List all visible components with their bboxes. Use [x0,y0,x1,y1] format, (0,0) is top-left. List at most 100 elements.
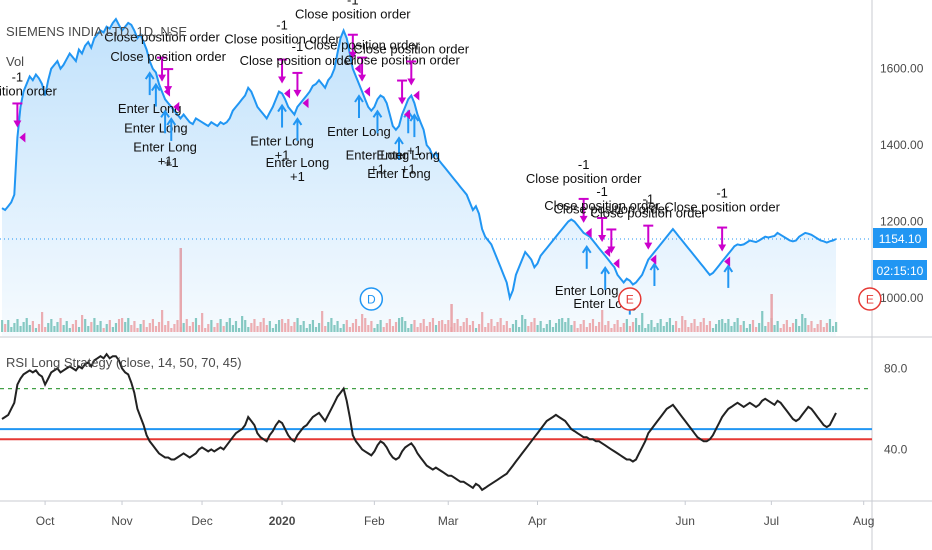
exit-arrow-down-arrow-icon [717,226,728,252]
exit-label: Close position order [544,198,660,213]
arrow-head [407,78,416,86]
arrow-head [581,245,592,254]
event-circle [618,287,642,311]
exit-label: Close position order [554,201,670,216]
triangle-marker-icon [404,109,411,120]
exit-label: Close position order [224,32,340,47]
rsi-legend[interactable]: RSI Long Strategy (close, 14, 50, 70, 45… [6,355,242,370]
time-tick-label: Oct [36,514,55,528]
dividend-circle-icon[interactable]: D [359,287,384,311]
arrow-head [644,242,653,250]
rsi-pane[interactable] [0,352,872,492]
exit-arrow-down-arrow-icon [292,71,303,97]
entry-arrow-up-arrow-icon [409,113,420,138]
exit-label: -1 [578,157,590,172]
triangle-marker-icon [413,90,420,101]
price-series [1,17,837,336]
earnings-circle-icon[interactable]: E [618,287,642,311]
entry-arrow-up-arrow-icon [394,136,404,160]
arrow-head [293,89,302,97]
time-tick-label: Mar [438,514,459,528]
arrow-head [398,97,407,105]
exit-arrow-down-arrow-icon [357,56,368,82]
triangle-marker-icon [585,227,592,238]
exit-label: position order [0,83,57,98]
arrow-head [409,113,420,122]
entry-label: Enter Long [124,121,188,136]
price-tick-label: 1000.00 [880,291,924,305]
rsi-scale[interactable]: 40.0 80.0 [884,361,908,456]
entry-arrow-up-arrow-icon [723,264,734,288]
price-scale[interactable]: 1000.00 1200.00 1400.00 1600.00 [880,62,924,305]
entry-label: +1 [164,155,179,170]
triangle-marker-icon [354,63,361,74]
time-tick-label: Jul [764,514,779,528]
arrow-head [354,94,364,103]
exit-arrow-down-arrow-icon [397,79,408,105]
arrow-head [394,136,404,145]
entry-arrow-up-arrow-icon [151,82,161,107]
entry-arrow-up-arrow-icon [600,266,611,290]
triangle-marker-icon [613,258,620,269]
arrow-head [579,215,588,223]
exit-label: Close position order [240,53,356,68]
event-label: D [367,293,376,307]
entry-arrow-up-arrow-icon [166,117,177,141]
entry-label: Enter Long [555,283,619,298]
exit-arrow-down-arrow-icon [12,102,23,128]
entry-arrow-up-arrow-icon [649,262,660,286]
exit-label: Close position order [295,7,411,22]
arrow-head [278,76,287,84]
exit-arrow-down-arrow-icon [578,197,589,223]
arrow-head [348,51,357,59]
triangle-marker-icon [284,88,291,99]
exit-label: -1 [716,186,728,201]
arrow-head [358,74,367,82]
exit-label: Close position order [104,30,220,45]
price-area [2,19,836,336]
triangle-marker-icon [650,254,657,265]
price-tick-label: 1600.00 [880,62,924,76]
countdown-value: 02:15:10 [877,264,924,278]
entry-arrow-up-arrow-icon [581,245,592,269]
exit-arrow-down-arrow-icon [347,33,358,59]
rsi-line [1,352,837,492]
exit-label: Close position order [526,171,642,186]
entry-label: Enter Long [367,166,431,181]
entry-label: Enter Long [376,147,440,162]
arrow-head [158,74,167,82]
exit-label: Close position order [304,38,420,53]
last-price-badge: 1154.10 [873,228,927,248]
entry-label: Enter Long [346,147,410,162]
time-tick-label: Nov [111,514,132,528]
symbol-title[interactable]: SIEMENS INDIA LTD, 1D, NSE [6,24,187,39]
earnings-circle-icon[interactable]: E [858,287,882,311]
exit-label: -1 [292,39,304,54]
rsi-tick-label: 80.0 [884,361,908,375]
time-scale[interactable]: Oct Nov Dec 2020 Feb Mar Apr Jun Jul Aug [36,501,875,528]
arrow-head [600,266,611,275]
arrow-head [166,117,177,126]
triangle-marker-icon [604,247,611,257]
arrow-head [160,109,170,118]
volume-legend[interactable]: Vol [6,54,24,69]
arrow-head [723,264,734,273]
arrow-head [292,117,303,126]
exit-label: -1 [596,184,608,199]
arrow-head [277,103,287,113]
exit-label: Close position order [590,206,706,221]
arrow-head [598,235,607,242]
volume-bar [835,322,838,332]
arrow-head [649,262,660,271]
entry-arrow-up-arrow-icon [277,103,287,128]
time-tick-label: 2020 [269,514,296,528]
triangle-marker-icon [164,86,171,97]
arrow-head [13,120,22,128]
time-tick-label: Dec [191,514,212,528]
triangle-marker-icon [173,101,180,112]
entry-arrow-up-arrow-icon [292,117,303,141]
exit-label: Close position order [664,200,780,215]
